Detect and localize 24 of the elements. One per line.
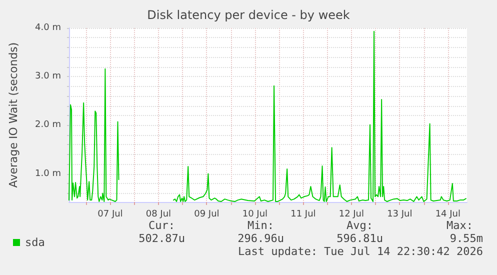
y-tick-label: 4.0 m — [35, 23, 61, 33]
x-tick-label: 14 Jul — [435, 210, 460, 220]
x-tick-label: 07 Jul — [98, 210, 123, 220]
legend-label: sda — [25, 236, 45, 249]
text: Avg: — [346, 219, 374, 232]
y-axis-title: Average IO Wait (seconds) — [7, 42, 20, 188]
text: 502.87u — [138, 232, 185, 245]
x-tick-label: 10 Jul — [242, 210, 268, 220]
y-tick-label: 3.0 m — [35, 72, 61, 82]
x-tick-label: 13 Jul — [387, 210, 412, 220]
text: 9.55m — [450, 232, 484, 245]
text: Max: — [446, 219, 474, 232]
y-tick-label: 1.0 m — [35, 168, 61, 179]
chart-title: Disk latency per device - by week — [147, 8, 350, 22]
x-tick-label: 12 Jul — [338, 210, 364, 220]
text: Last update: Tue Jul 14 22:30:42 2026 — [238, 245, 484, 258]
text: 296.96u — [238, 232, 284, 245]
x-tick-label: 08 Jul — [146, 210, 172, 220]
text: Cur: — [148, 219, 176, 232]
x-tick-label: 11 Jul — [290, 210, 316, 220]
y-tick-label: 2.0 m — [35, 120, 61, 130]
x-tick-label: 09 Jul — [194, 210, 220, 220]
text: Min: — [248, 219, 274, 232]
text: 596.81u — [336, 232, 383, 245]
